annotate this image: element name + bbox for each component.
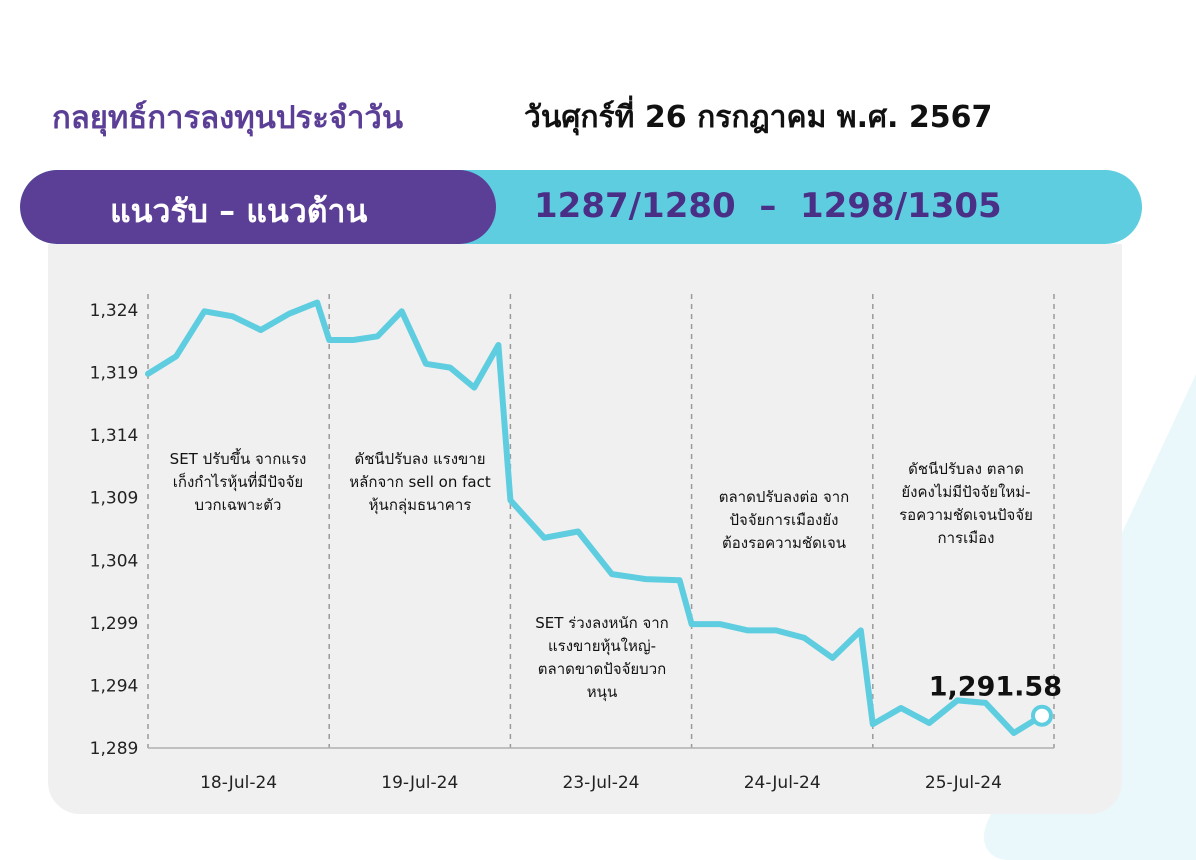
- annotation-line: หลักจาก sell on fact: [349, 473, 491, 491]
- annotation-day-4: ตลาดปรับลงต่อ จาก ปัจจัยการเมืองยัง ต้อง…: [694, 486, 874, 555]
- y-tick-label: 1,304: [90, 551, 139, 571]
- y-tick-label: 1,289: [90, 739, 139, 759]
- y-tick-label: 1,309: [90, 489, 139, 509]
- annotation-line: ต้องรอความชัดเจน: [722, 534, 846, 552]
- support-resistance-banner: แนวรับ – แนวต้าน 1287/1280 – 1298/1305: [20, 170, 1142, 244]
- annotation-line: SET ปรับขึ้น จากแรง: [169, 450, 307, 468]
- annotation-line: ดัชนีปรับลง แรงขาย: [354, 450, 486, 468]
- x-tick-label: 25-Jul-24: [925, 773, 1002, 793]
- x-tick-label: 18-Jul-24: [200, 773, 277, 793]
- y-tick-label: 1,324: [90, 301, 139, 321]
- chart-panel: 1,324 1,319 1,314 1,309 1,304 1,299 1,294 1,289…: [48, 244, 1122, 814]
- annotation-line: รอความชัดเจนปัจจัย: [899, 506, 1033, 524]
- annotation-line: หุ้นกลุ่มธนาคาร: [368, 496, 472, 514]
- y-tick-label: 1,294: [90, 676, 139, 696]
- banner-label-pill: แนวรับ – แนวต้าน: [20, 170, 496, 244]
- index-line-chart: 1,324 1,319 1,314 1,309 1,304 1,299 1,294 1,289…: [90, 294, 1062, 793]
- annotation-line: หนุน: [586, 683, 618, 701]
- annotation-day-1: SET ปรับขึ้น จากแรง เก็งกำไรหุ้นที่มีปัจ…: [148, 448, 328, 517]
- annotation-day-5: ดัชนีปรับลง ตลาด ยังคงไม่มีปัจจัยใหม่- ร…: [876, 458, 1056, 550]
- page-title: กลยุทธ์การลงทุนประจำวัน: [52, 100, 404, 136]
- y-tick-label: 1,319: [90, 364, 139, 384]
- annotation-day-2: ดัชนีปรับลง แรงขาย หลักจาก sell on fact …: [330, 448, 510, 517]
- support-resistance-values: 1287/1280 – 1298/1305: [534, 186, 1002, 226]
- annotation-line: การเมือง: [937, 529, 995, 547]
- annotation-line: ตลาดขาดปัจจัยบวก: [537, 660, 667, 678]
- y-tick-label: 1,299: [90, 614, 139, 634]
- annotation-line: SET ร่วงลงหนัก จาก: [535, 614, 669, 632]
- last-value-marker: [1031, 704, 1053, 727]
- x-tick-label: 19-Jul-24: [381, 773, 458, 793]
- annotation-line: ปัจจัยการเมืองยัง: [729, 511, 839, 529]
- annotation-line: เก็งกำไรหุ้นที่มีปัจจัย: [172, 473, 304, 491]
- annotation-line: บวกเฉพาะตัว: [194, 496, 282, 514]
- series-line: [145, 299, 1045, 736]
- y-tick-label: 1,314: [90, 426, 139, 446]
- last-value-label: 1,291.58: [929, 672, 1062, 703]
- annotation-day-3: SET ร่วงลงหนัก จาก แรงขายหุ้นใหญ่- ตลาดข…: [512, 612, 692, 704]
- x-tick-label: 24-Jul-24: [744, 773, 821, 793]
- annotation-line: ตลาดปรับลงต่อ จาก: [718, 488, 850, 506]
- support-resistance-label: แนวรับ – แนวต้าน: [110, 192, 368, 230]
- annotation-line: ดัชนีปรับลง ตลาด: [908, 460, 1024, 478]
- annotation-line: แรงขายหุ้นใหญ่-: [547, 637, 657, 655]
- x-tick-label: 23-Jul-24: [563, 773, 640, 793]
- annotation-line: ยังคงไม่มีปัจจัยใหม่-: [901, 483, 1031, 501]
- report-date: วันศุกร์ที่ 26 กรกฎาคม พ.ศ. 2567: [524, 100, 993, 135]
